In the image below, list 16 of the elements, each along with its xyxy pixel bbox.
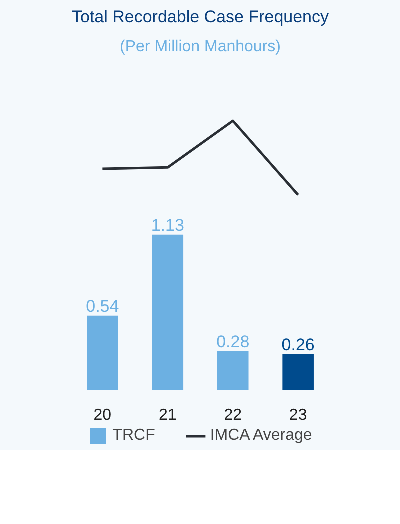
chart-title: Total Recordable Case Frequency bbox=[72, 8, 330, 26]
chart-subtitle: (Per Million Manhours) bbox=[120, 38, 281, 56]
data-label: 1.13 bbox=[151, 216, 184, 235]
data-label: 0.28 bbox=[216, 332, 250, 352]
bar bbox=[217, 352, 249, 390]
bar bbox=[152, 234, 184, 390]
legend-label: IMCA Average bbox=[210, 427, 312, 445]
data-label: 0.54 bbox=[86, 296, 120, 316]
x-tick-label: 22 bbox=[224, 406, 242, 424]
x-tick-label: 23 bbox=[289, 406, 308, 424]
bar bbox=[282, 354, 314, 390]
x-tick-label: 21 bbox=[158, 406, 177, 424]
data-label: 0.26 bbox=[282, 335, 315, 354]
bar bbox=[87, 316, 118, 390]
legend-label: TRCF bbox=[112, 427, 156, 445]
x-tick-label: 20 bbox=[94, 406, 112, 424]
